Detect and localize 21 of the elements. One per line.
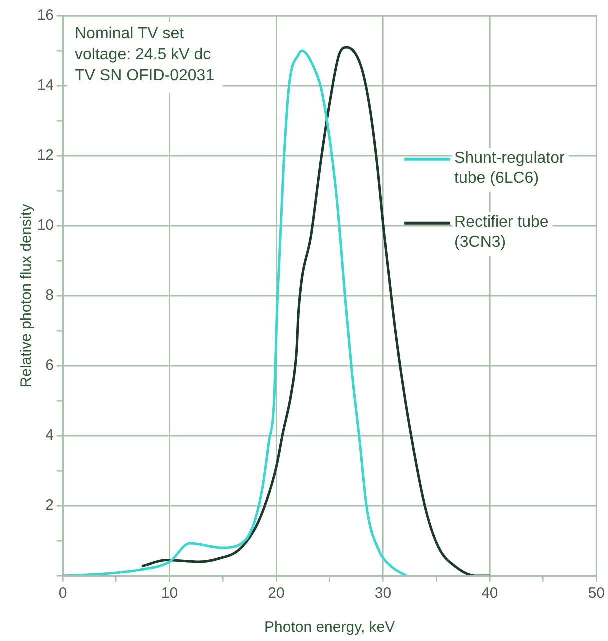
x-tick-label: 50 (588, 585, 605, 602)
y-tick-label: 12 (37, 147, 54, 164)
x-tick-label: 30 (374, 585, 392, 602)
x-tick-label: 0 (58, 585, 68, 602)
legend-label: Rectifier tube (3CN3) (454, 214, 549, 251)
y-tick-label: 2 (46, 497, 54, 514)
y-tick-label: 14 (37, 77, 54, 94)
y-tick-label: 4 (46, 427, 54, 444)
legend-label: Shunt-regulator tube (6LC6) (454, 150, 566, 187)
y-axis-title: Relative photon flux density (18, 204, 36, 388)
x-tick-label: 40 (482, 585, 498, 602)
line-series (63, 50, 408, 576)
x-axis-title: Photon energy, keV (264, 619, 396, 636)
x-tick-label: 20 (268, 585, 285, 602)
y-tick-label: 16 (37, 7, 54, 24)
annotation: Nominal TV set voltage: 24.5 kV dc (75, 25, 212, 64)
x-tick-label: 10 (161, 585, 178, 602)
y-tick-label: 6 (46, 357, 54, 374)
y-tick-label: 8 (46, 287, 54, 304)
y-tick-label: 10 (37, 217, 54, 234)
annotation: TV SN OFID-02031 (75, 67, 215, 84)
